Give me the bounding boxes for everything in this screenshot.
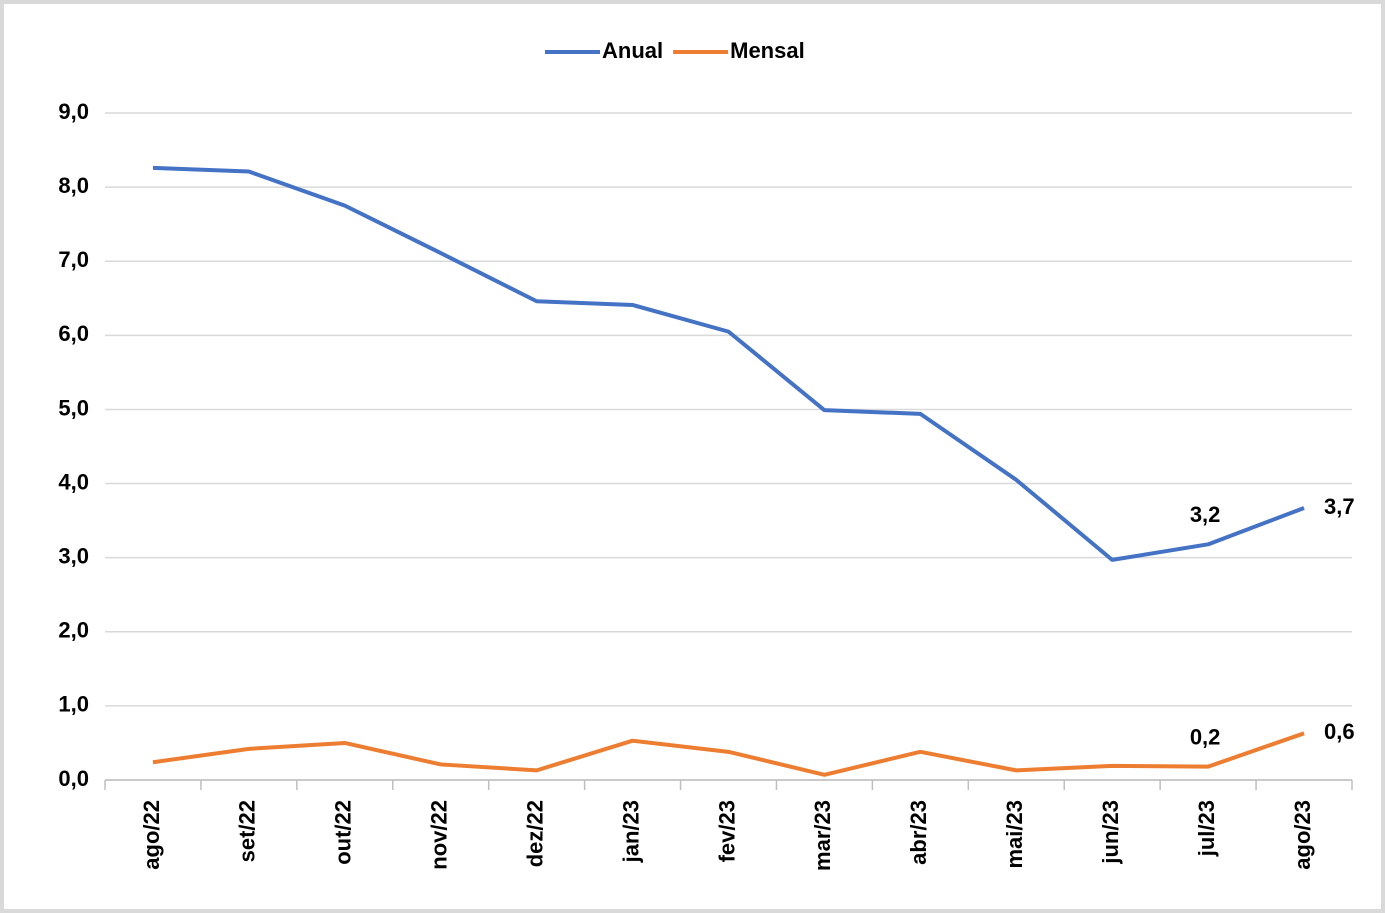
data-label: 3,2 xyxy=(1190,502,1221,527)
x-tick-label: nov/22 xyxy=(427,800,452,870)
x-tick-label: fev/23 xyxy=(714,800,739,862)
y-tick-label: 0,0 xyxy=(58,766,89,791)
line-series xyxy=(152,165,1305,562)
y-tick-label: 2,0 xyxy=(58,618,89,643)
y-tick-label: 3,0 xyxy=(58,543,89,568)
data-label: 0,2 xyxy=(1190,724,1221,749)
x-tick-label: mai/23 xyxy=(1002,800,1027,869)
x-tick-label: mar/23 xyxy=(810,800,835,871)
x-tick-label: ago/23 xyxy=(1290,800,1315,870)
y-tick-label: 9,0 xyxy=(58,99,89,124)
x-tick-label: set/22 xyxy=(235,800,260,862)
x-tick-label: ago/22 xyxy=(139,800,164,870)
y-tick-label: 8,0 xyxy=(58,173,89,198)
data-label: 0,6 xyxy=(1324,719,1355,744)
x-tick-label: jun/23 xyxy=(1098,800,1123,865)
y-tick-label: 6,0 xyxy=(58,321,89,346)
y-tick-label: 1,0 xyxy=(58,692,89,717)
x-tick-label: jan/23 xyxy=(618,800,643,863)
y-tick-label: 7,0 xyxy=(58,247,89,272)
data-label: 3,7 xyxy=(1324,494,1355,519)
x-tick-label: abr/23 xyxy=(906,800,931,865)
x-tick-label: jul/23 xyxy=(1194,800,1219,857)
line-series xyxy=(152,731,1305,777)
legend-label: Anual xyxy=(602,38,663,63)
x-tick-label: out/22 xyxy=(331,800,356,865)
x-tick-label: dez/22 xyxy=(522,800,547,867)
y-tick-label: 4,0 xyxy=(58,469,89,494)
legend-label: Mensal xyxy=(730,38,805,63)
y-tick-label: 5,0 xyxy=(58,395,89,420)
